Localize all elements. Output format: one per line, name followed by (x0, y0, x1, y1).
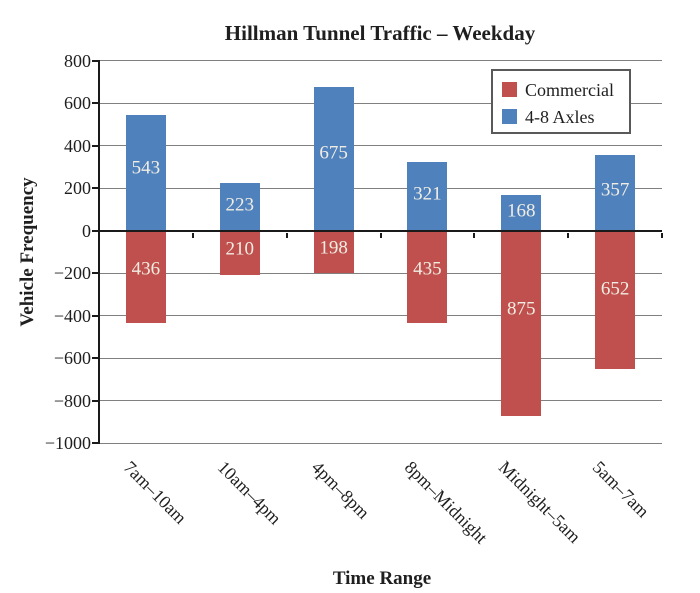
legend-item-commercial: Commercial (502, 76, 629, 103)
bar-4-8-axles: 357 (595, 154, 636, 231)
x-axis-tick (379, 232, 382, 238)
y-axis-tick (92, 314, 99, 317)
y-axis-tick (92, 357, 99, 359)
x-axis-title: Time Range (332, 568, 432, 589)
bar-4-8-axles: 543 (125, 115, 166, 231)
x-axis-zero-line (99, 229, 662, 232)
x-axis-tick-label: Midnight–5am (495, 457, 585, 547)
x-axis-tick (191, 232, 194, 238)
gridline-200 (99, 187, 662, 189)
bar-value-label: 436 (131, 258, 161, 280)
bar-commercial: 436 (125, 230, 166, 324)
bar-value-label: 198 (319, 237, 348, 259)
bar-4-8-axles: 321 (407, 162, 448, 231)
bar-value-label: 357 (600, 179, 630, 201)
gridline--200 (99, 272, 662, 274)
y-axis-title: Vehicle Frequency (17, 177, 38, 327)
legend-item-4-8-axles: 4-8 Axles (502, 103, 629, 130)
y-axis-tick-label: −200 (53, 263, 91, 283)
gridline-800 (99, 60, 662, 61)
x-axis-tick-label: 8pm–Midnight (401, 457, 492, 548)
y-axis-tick (92, 187, 99, 189)
y-axis-tick-label: 0 (82, 220, 91, 241)
x-axis-tick (661, 232, 663, 238)
bar-commercial: 435 (407, 230, 448, 323)
y-axis-tick (92, 399, 99, 402)
bar-4-8-axles: 223 (219, 183, 260, 231)
y-axis-line (98, 59, 100, 444)
x-axis-tick (473, 232, 476, 238)
y-axis-tick (92, 144, 99, 147)
x-axis-tick (567, 232, 570, 238)
x-axis-tick (285, 232, 288, 238)
bar-value-label: 223 (225, 194, 255, 216)
bar-commercial: 198 (313, 230, 354, 273)
gridline--1000 (99, 442, 662, 444)
y-axis-tick-label: 200 (64, 178, 91, 198)
bar-value-label: 652 (600, 278, 630, 300)
x-axis-tick-label: 7am–10am (119, 457, 191, 528)
x-axis-tick-label: 10am–4pm (213, 457, 286, 529)
legend-swatch-4-8-axles (502, 109, 517, 124)
bar-value-label: 321 (413, 183, 442, 205)
bar-value-label: 875 (507, 298, 536, 320)
y-axis-tick (92, 102, 99, 104)
y-axis-tick-label: 600 (64, 93, 91, 113)
y-axis-tick-label: 800 (64, 50, 91, 71)
gridline-600 (99, 102, 662, 104)
gridline--800 (99, 400, 662, 401)
gridline--600 (99, 357, 662, 359)
y-axis-tick-label: −800 (53, 390, 91, 411)
bar-value-label: 543 (131, 157, 161, 179)
bar-value-label: 210 (225, 238, 255, 260)
y-axis-tick-label: 400 (64, 135, 91, 156)
x-axis-tick-label: 5am–7am (588, 457, 654, 522)
bar-value-label: 675 (319, 142, 348, 164)
legend-label: 4-8 Axles (525, 106, 595, 127)
legend-label: Commercial (525, 79, 614, 100)
y-axis-tick-label: −600 (53, 348, 91, 368)
bar-commercial: 652 (595, 230, 636, 370)
y-axis-tick (92, 272, 99, 274)
y-axis-tick (92, 229, 99, 232)
legend: Commercial 4-8 Axles (491, 69, 631, 134)
y-axis-tick-label: −1000 (44, 433, 91, 453)
bar-value-label: 435 (413, 258, 442, 280)
gridline--400 (99, 315, 662, 316)
y-axis-tick (92, 59, 99, 62)
bar-commercial: 875 (501, 230, 542, 417)
y-axis-tick (92, 442, 99, 444)
x-axis-tick-label: 4pm–8pm (307, 457, 374, 523)
bar-4-8-axles: 168 (501, 194, 542, 231)
bar-4-8-axles: 675 (313, 87, 354, 231)
bar-value-label: 168 (507, 200, 536, 222)
bar-commercial: 210 (219, 230, 260, 276)
chart-title: Hillman Tunnel Traffic – Weekday (224, 21, 536, 45)
gridline-400 (99, 145, 662, 146)
y-axis-tick-label: −400 (53, 305, 91, 326)
legend-swatch-commercial (502, 82, 517, 97)
